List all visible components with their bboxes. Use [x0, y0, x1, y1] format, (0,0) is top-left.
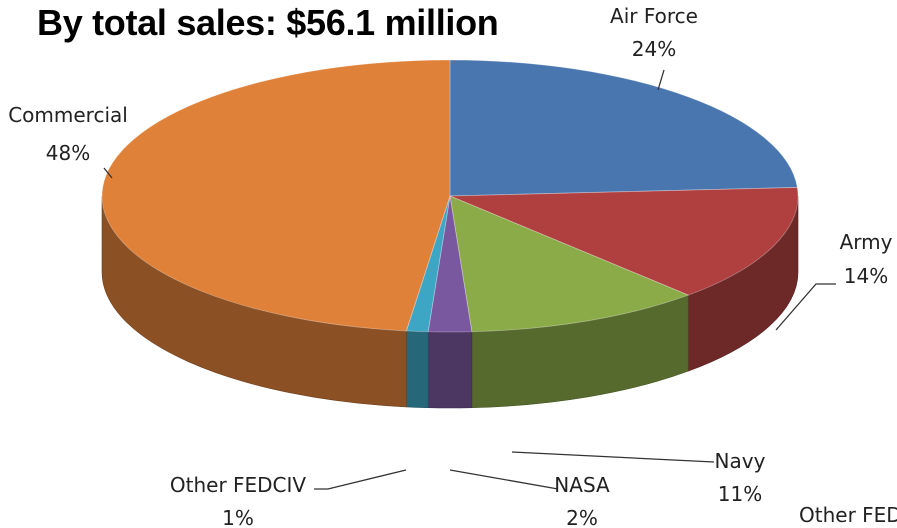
pie-slice-army [449, 187, 799, 296]
slice-label-air-force: Air Force [610, 4, 698, 28]
pie-slice-nasa [427, 195, 473, 333]
pie-slice-navy [449, 195, 690, 333]
pie-slice-commercial [101, 59, 451, 332]
leader-line-nasa [449, 469, 559, 490]
slice-value-other-fedciv: 1% [222, 506, 254, 528]
cut-off-label: Other FED [799, 503, 897, 527]
leader-line-navy [511, 451, 715, 463]
slice-value-army: 14% [844, 264, 888, 288]
pie-slice-other-fedciv [405, 195, 451, 333]
slice-label-other-fedciv: Other FEDCIV [170, 473, 307, 497]
leader-line-army [775, 283, 836, 331]
slice-value-commercial: 48% [46, 141, 90, 165]
pie-side-other-fedciv [406, 330, 429, 409]
slice-label-army: Army [840, 230, 893, 254]
leader-line-commercial [103, 167, 113, 179]
slice-value-air-force: 24% [632, 37, 676, 61]
chart-title: By total sales: $56.1 million [37, 2, 499, 43]
pie-side-commercial [101, 195, 407, 408]
pie-side-nasa [427, 331, 473, 409]
slice-label-navy: Navy [715, 449, 766, 473]
leader-line-air-force [657, 69, 665, 91]
leader-line-other-fedciv [314, 469, 407, 490]
slice-value-nasa: 2% [566, 506, 598, 528]
slice-value-navy: 11% [718, 482, 762, 506]
slice-label-nasa: NASA [554, 473, 610, 497]
pie-slice-air-force [449, 59, 798, 197]
slice-label-commercial: Commercial [8, 103, 128, 127]
